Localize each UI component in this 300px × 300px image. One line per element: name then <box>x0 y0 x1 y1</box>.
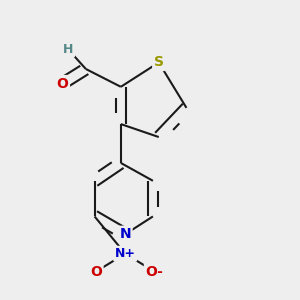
Text: O: O <box>90 265 102 278</box>
Text: H: H <box>63 43 74 56</box>
Text: N+: N+ <box>115 247 136 260</box>
Text: O-: O- <box>146 265 163 278</box>
Text: S: S <box>154 56 164 70</box>
Text: N: N <box>119 227 131 241</box>
Text: O: O <box>57 76 68 91</box>
